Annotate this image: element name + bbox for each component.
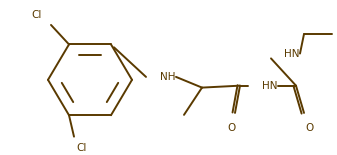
Text: HN: HN (284, 49, 300, 59)
Text: Cl: Cl (32, 10, 42, 20)
Text: NH: NH (160, 72, 176, 82)
Text: O: O (228, 123, 236, 133)
Text: Cl: Cl (76, 143, 86, 153)
Text: O: O (305, 123, 313, 133)
Text: HN: HN (262, 81, 277, 91)
